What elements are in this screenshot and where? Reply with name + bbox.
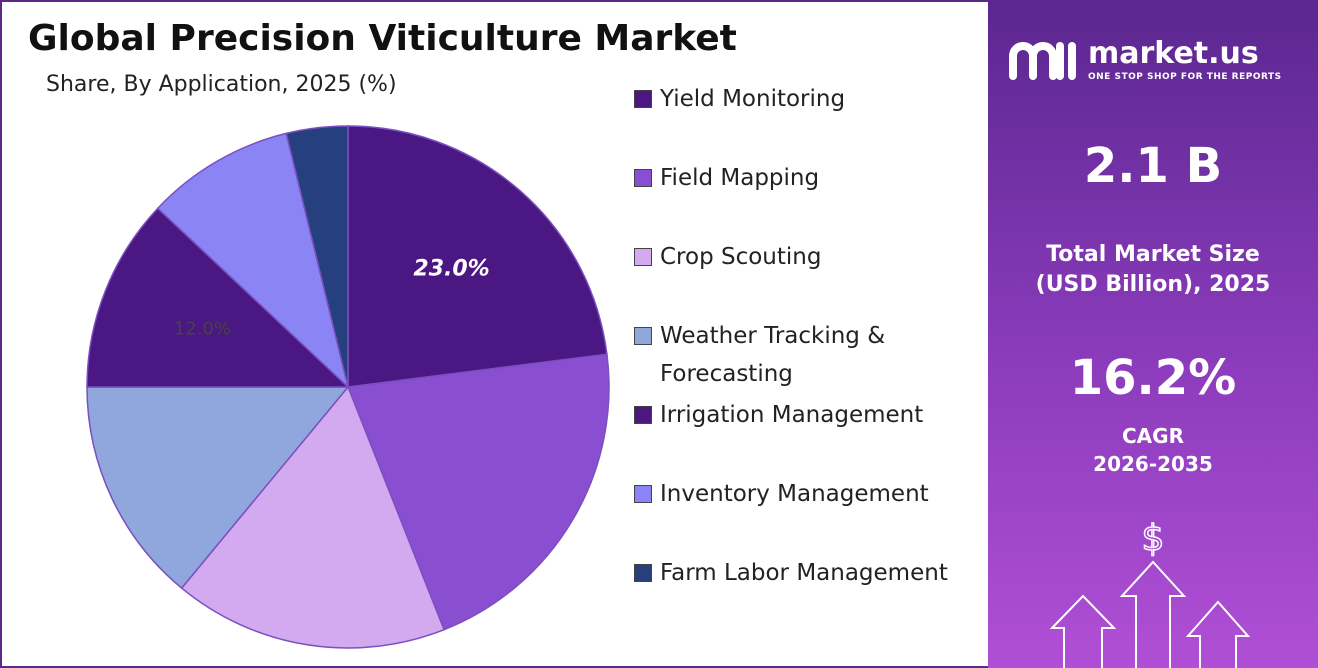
legend-label: Field Mapping bbox=[660, 165, 820, 191]
cagr-value: 16.2% bbox=[1069, 350, 1237, 406]
legend-item: Crop Scouting bbox=[632, 238, 982, 317]
legend: Yield Monitoring Field Mapping Crop Scouti… bbox=[632, 80, 982, 633]
data-label: 23.0% bbox=[413, 257, 489, 282]
legend-swatch bbox=[634, 90, 652, 108]
logo-text: market.us bbox=[1088, 36, 1259, 71]
legend-label: Inventory Management bbox=[660, 481, 929, 507]
chart-panel: Global Precision Viticulture Market Shar… bbox=[0, 0, 990, 668]
pie-slice bbox=[180, 385, 446, 649]
cagr-period: 2026-2035 bbox=[1093, 452, 1213, 476]
pie-slice bbox=[346, 353, 610, 631]
legend-swatch bbox=[634, 406, 652, 424]
legend-swatch bbox=[634, 564, 652, 582]
pie-slice bbox=[156, 132, 350, 390]
pie-slice bbox=[285, 125, 349, 388]
legend-label: Crop Scouting bbox=[660, 244, 822, 270]
market-size: 2.1 B bbox=[1083, 138, 1223, 194]
pie-slice bbox=[86, 386, 350, 590]
legend-swatch bbox=[634, 327, 652, 345]
legend-swatch bbox=[634, 485, 652, 503]
legend-label: Weather Tracking & Forecasting bbox=[660, 323, 886, 387]
legend-item: Farm Labor Management bbox=[632, 554, 982, 633]
svg-text:$: $ bbox=[1142, 518, 1165, 559]
data-label: 12.0% bbox=[174, 318, 231, 339]
legend-label: Yield Monitoring bbox=[660, 86, 846, 112]
legend-label: Irrigation Management bbox=[660, 402, 924, 428]
legend-item: Weather Tracking & Forecasting bbox=[632, 317, 982, 396]
info-panel: market.us ONE STOP SHOP FOR THE REPORTS … bbox=[988, 0, 1318, 668]
market-size-label: (USD Billion), 2025 bbox=[1035, 272, 1271, 297]
decor-arrows: $ bbox=[1049, 518, 1251, 668]
pie-slice bbox=[347, 125, 608, 388]
legend-item: Field Mapping bbox=[632, 159, 982, 238]
pie: 23.0% 12.0% bbox=[86, 125, 610, 649]
chart-subtitle: Share, By Application, 2025 (%) bbox=[46, 72, 397, 97]
legend-item: Yield Monitoring bbox=[632, 80, 982, 159]
legend-swatch bbox=[634, 169, 652, 187]
pie-slice bbox=[86, 207, 350, 388]
legend-swatch bbox=[634, 248, 652, 266]
chart-title: Global Precision Viticulture Market bbox=[28, 18, 737, 59]
logo-tagline: ONE STOP SHOP FOR THE REPORTS bbox=[1088, 72, 1282, 82]
cagr-label: CAGR bbox=[1122, 424, 1184, 448]
legend-item: Irrigation Management bbox=[632, 396, 982, 475]
logo-icon bbox=[1009, 42, 1076, 80]
legend-item: Inventory Management bbox=[632, 475, 982, 554]
legend-label: Farm Labor Management bbox=[660, 560, 948, 586]
market-size-label: Total Market Size bbox=[1046, 242, 1260, 267]
